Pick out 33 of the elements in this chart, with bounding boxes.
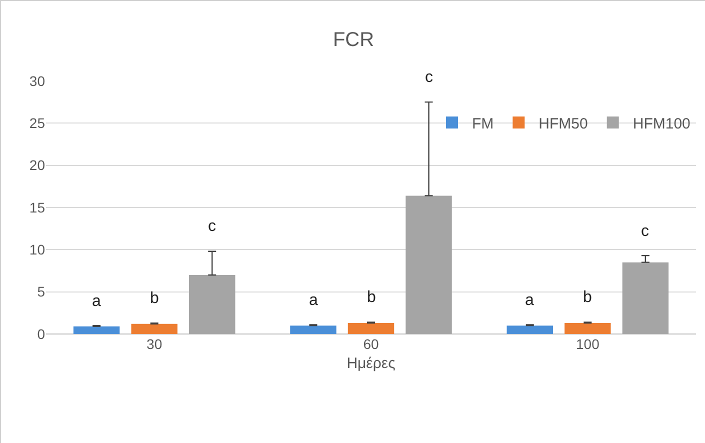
bar <box>131 324 178 334</box>
y-tick-label: 0 <box>37 326 46 342</box>
y-tick-label: 5 <box>37 284 46 300</box>
bar <box>406 196 452 334</box>
y-tick-label: 15 <box>29 199 46 216</box>
annotation: c <box>208 218 216 235</box>
annotation: c <box>425 69 433 86</box>
bar <box>564 323 611 334</box>
bar <box>73 326 120 334</box>
x-tick-label: 30 <box>146 336 162 352</box>
bar <box>622 262 669 334</box>
annotation: b <box>150 290 159 307</box>
bar <box>506 326 553 334</box>
x-axis-title: Ημέρες <box>346 355 396 372</box>
bar <box>348 323 394 334</box>
legend-label: HFM50 <box>538 115 588 132</box>
annotation: a <box>309 292 318 309</box>
annotation: a <box>92 293 101 310</box>
bar <box>290 326 336 334</box>
annotation: a <box>525 292 534 309</box>
y-tick-label: 10 <box>29 242 46 258</box>
annotation: b <box>583 289 592 306</box>
legend-label: FM <box>472 115 494 132</box>
bar <box>189 274 236 334</box>
y-tick-label: 20 <box>29 157 46 174</box>
y-tick-label: 30 <box>29 72 46 89</box>
y-tick-label: 25 <box>29 115 46 132</box>
x-tick-label: 100 <box>576 336 600 352</box>
chart-title: FCR <box>332 29 374 52</box>
annotation: c <box>641 223 649 240</box>
x-tick-label: 60 <box>363 336 379 352</box>
annotation: b <box>367 289 376 306</box>
legend-label: HFM100 <box>632 115 690 132</box>
